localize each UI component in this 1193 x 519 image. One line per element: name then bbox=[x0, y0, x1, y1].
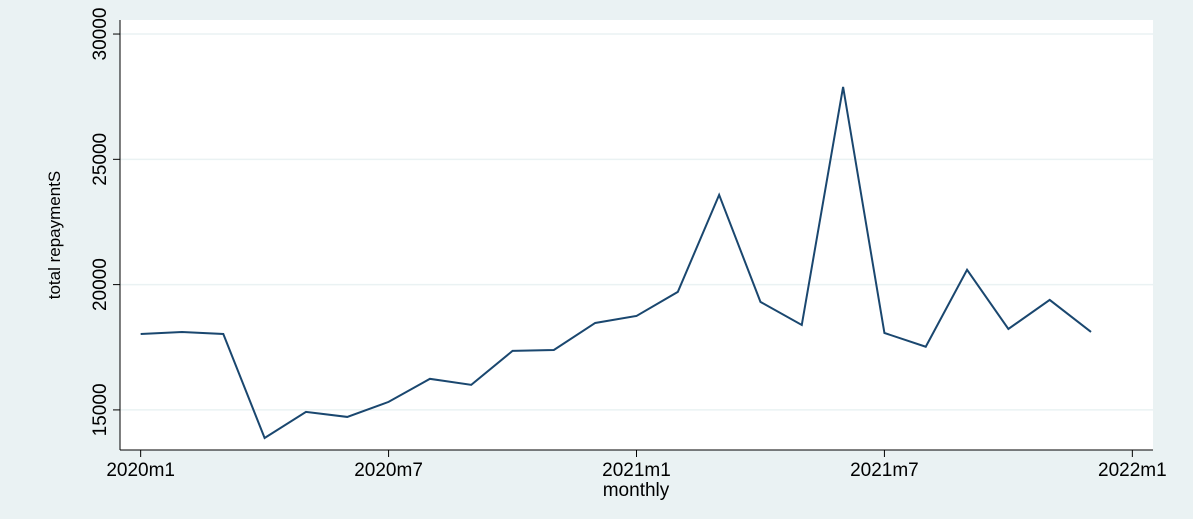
y-axis-label: total repaymentS bbox=[45, 171, 64, 300]
y-tick-label: 25000 bbox=[90, 133, 111, 186]
line-series bbox=[140, 86, 1092, 440]
x-tick-label: 2020m1 bbox=[106, 460, 175, 481]
plot-area bbox=[120, 20, 1153, 450]
x-tick-label: 2022m1 bbox=[1098, 460, 1167, 481]
x-tick-label: 2021m1 bbox=[602, 460, 671, 481]
x-tick-label: 2021m7 bbox=[850, 460, 919, 481]
y-tick-label: 20000 bbox=[90, 258, 111, 311]
y-tick-label: 15000 bbox=[90, 383, 111, 436]
x-tick-label: 2020m7 bbox=[354, 460, 423, 481]
x-axis-label: monthly bbox=[603, 480, 670, 501]
y-tick-label: 30000 bbox=[90, 8, 111, 61]
